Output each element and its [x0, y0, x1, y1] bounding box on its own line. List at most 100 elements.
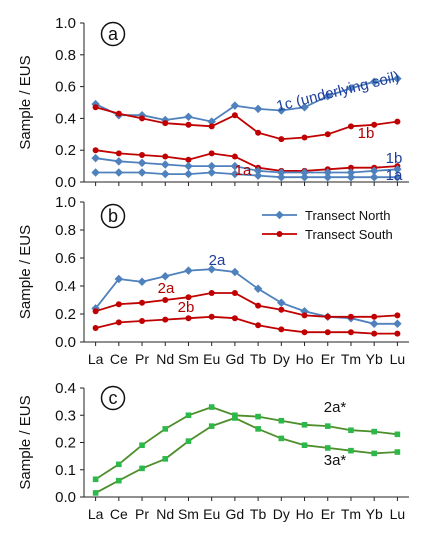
data-point-circle [185, 294, 192, 301]
series-annotation: 2a* [324, 399, 347, 416]
data-point-square [208, 404, 215, 410]
x-tick-label: Dy [273, 506, 290, 522]
data-point-diamond [230, 101, 240, 110]
series-line [95, 292, 398, 318]
data-point-circle [115, 150, 122, 157]
data-point-circle [394, 118, 401, 125]
data-point-diamond [253, 171, 263, 180]
data-point-circle [301, 134, 308, 141]
data-point-diamond [184, 169, 193, 179]
data-point-circle [115, 301, 122, 308]
data-point-diamond [91, 168, 100, 177]
series-line [95, 417, 398, 494]
y-axis-label: Sample / EUS [17, 225, 34, 319]
y-tick-label: 0.0 [55, 334, 76, 351]
data-point-square [301, 421, 308, 428]
data-point-square [394, 431, 401, 438]
data-point-diamond [207, 264, 216, 274]
data-point-square [278, 435, 285, 442]
y-tick-label: 0.4 [55, 110, 76, 127]
y-axis-label: Sample / EUS [17, 395, 34, 489]
data-point-circle [231, 290, 238, 296]
data-point-circle [255, 129, 262, 136]
data-point-circle [324, 313, 331, 320]
data-point-square [116, 477, 122, 484]
data-point-diamond [346, 172, 356, 182]
x-tick-label: Pr [135, 351, 149, 367]
panel-label: c [109, 388, 118, 408]
data-point-circle [324, 131, 331, 138]
data-point-circle [115, 110, 122, 117]
data-point-circle [162, 120, 169, 127]
data-point-diamond [253, 166, 263, 176]
data-point-square [324, 423, 331, 429]
data-point-diamond [277, 298, 286, 308]
data-point-diamond [300, 103, 309, 112]
data-point-circle [92, 308, 99, 315]
data-point-diamond [114, 157, 124, 166]
data-point-diamond [277, 172, 286, 182]
data-point-diamond [369, 77, 379, 87]
data-point-circle [92, 104, 99, 111]
data-point-diamond [253, 284, 263, 294]
data-point-diamond [184, 161, 193, 171]
chart-panel-a: 0.0 0.2 0.4 0.6 0.8 1.0 Sample / EUS a 1c (under… [17, 15, 409, 191]
x-tick-label: Pr [135, 506, 149, 522]
data-point-square [255, 413, 261, 420]
data-point-circle [231, 153, 238, 160]
data-point-square [371, 450, 377, 457]
y-tick-label: 0.4 [55, 278, 76, 295]
data-point-diamond [277, 106, 286, 115]
data-point-diamond [230, 169, 240, 179]
data-point-circle [185, 315, 192, 322]
data-point-diamond [393, 165, 402, 174]
legend-marker-diamond [275, 210, 284, 220]
data-point-diamond [161, 169, 170, 179]
data-point-square [255, 426, 261, 432]
data-point-diamond [137, 277, 147, 287]
series-line [95, 406, 398, 481]
x-tick-label: Dy [273, 351, 290, 367]
data-point-square [162, 426, 169, 432]
x-tick-label: Yb [366, 351, 383, 367]
data-point-diamond [230, 267, 240, 277]
data-point-circle [278, 326, 285, 333]
data-point-square [139, 465, 145, 472]
series-line [95, 315, 398, 335]
data-point-diamond [207, 117, 216, 126]
data-point-circle [371, 330, 378, 337]
x-tick-label: Sm [178, 351, 199, 367]
x-tick-label: Lu [390, 506, 406, 522]
x-tick-label: Eu [203, 351, 220, 367]
series-annotation: 2a [158, 280, 175, 297]
data-point-circle [255, 302, 262, 309]
legend-label: Transect North [305, 208, 391, 223]
data-point-circle [208, 290, 215, 296]
data-point-diamond [137, 168, 147, 177]
panel-label: a [108, 24, 119, 44]
y-tick-label: 0.6 [55, 250, 76, 267]
data-point-diamond [323, 168, 332, 177]
data-point-diamond [369, 172, 379, 182]
series-annotation: 1b [386, 150, 403, 167]
data-point-diamond [369, 166, 379, 176]
series-south [92, 313, 401, 337]
x-tick-label: Gd [226, 351, 245, 367]
panel-label: b [108, 206, 118, 226]
data-point-diamond [277, 168, 286, 177]
x-tick-label: Er [321, 506, 335, 522]
data-point-circle [115, 319, 122, 326]
y-tick-label: 0.2 [55, 435, 76, 452]
y-tick-label: 0.0 [55, 174, 76, 191]
data-point-square [232, 415, 238, 421]
series-annotation: 2a [209, 252, 226, 269]
data-point-diamond [323, 172, 332, 182]
data-point-square [139, 442, 145, 449]
y-tick-label: 0.4 [55, 380, 76, 397]
data-point-square [162, 456, 169, 462]
series-line [95, 149, 398, 172]
data-point-circle [347, 329, 354, 336]
x-tick-label: La [88, 351, 104, 367]
data-point-square [348, 447, 354, 454]
